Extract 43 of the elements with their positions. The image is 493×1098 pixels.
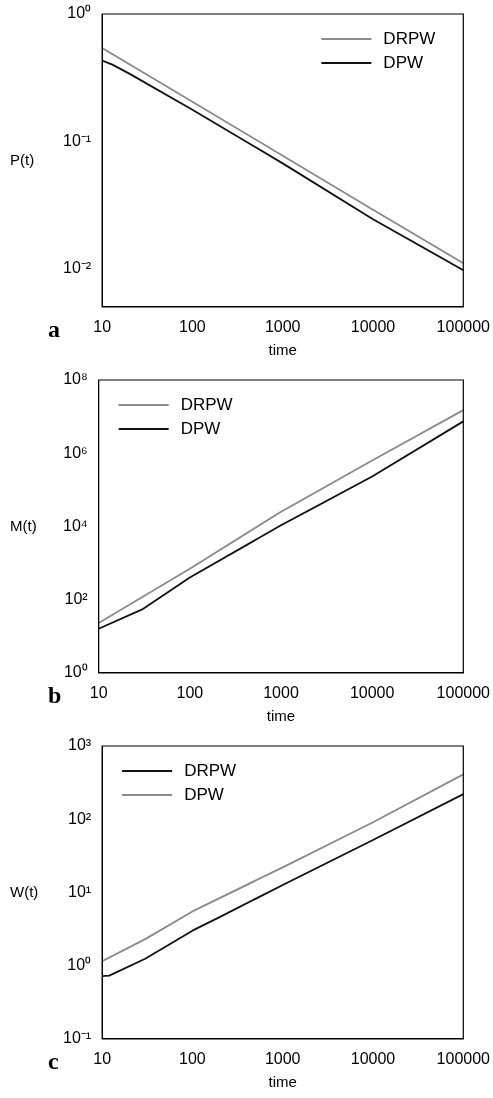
x-axis-title: time <box>266 707 296 725</box>
x-axis-title: time <box>268 1073 297 1091</box>
x-tick-label: 10 <box>89 683 108 701</box>
y-tick-label: 10³ <box>68 736 92 754</box>
x-tick-label: 100 <box>176 683 204 701</box>
y-axis-title: W(t) <box>10 882 39 900</box>
y-axis-title: P(t) <box>10 150 35 168</box>
x-tick-label: 1000 <box>264 317 301 335</box>
x-tick-label: 10 <box>93 317 112 335</box>
y-tick-label: 10¹ <box>68 882 92 900</box>
x-axis-title: time <box>268 341 297 359</box>
x-tick-label: 10000 <box>350 317 396 335</box>
text: a <box>48 315 60 342</box>
legend-label: DPW <box>184 784 224 804</box>
y-tick-label: 10⁻¹ <box>63 1029 92 1047</box>
text: c <box>48 1047 59 1074</box>
x-tick-label: 10 <box>93 1049 112 1067</box>
x-tick-label: 100000 <box>436 317 491 335</box>
y-tick-label: 10⁴ <box>63 516 88 534</box>
y-tick-label: 10⁸ <box>63 370 88 388</box>
x-tick-label: 100 <box>179 317 206 335</box>
y-tick-label: 10⁰ <box>67 956 92 974</box>
x-tick-label: 100000 <box>436 1049 491 1067</box>
legend-label: DPW <box>383 52 424 72</box>
y-tick-label: 10⁶ <box>63 443 88 461</box>
legend-label: DRPW <box>180 394 233 414</box>
x-tick-label: 1000 <box>264 1049 301 1067</box>
y-axis-title: M(t) <box>10 516 37 534</box>
y-tick-label: 10⁰ <box>67 4 92 22</box>
y-tick-label: 10⁻² <box>63 258 92 276</box>
y-tick-label: 10² <box>64 590 89 608</box>
x-tick-label: 100000 <box>436 683 491 701</box>
x-tick-label: 10000 <box>349 683 395 701</box>
x-tick-label: 100 <box>179 1049 206 1067</box>
y-tick-label: 10⁰ <box>63 663 88 681</box>
x-tick-label: 10000 <box>350 1049 396 1067</box>
x-tick-label: 1000 <box>263 683 299 701</box>
y-tick-label: 10² <box>68 809 92 827</box>
legend-label: DRPW <box>184 760 237 780</box>
legend-label: DRPW <box>383 28 436 48</box>
legend-label: DPW <box>180 418 221 438</box>
text: b <box>48 681 62 708</box>
y-tick-label: 10⁻¹ <box>63 131 92 149</box>
